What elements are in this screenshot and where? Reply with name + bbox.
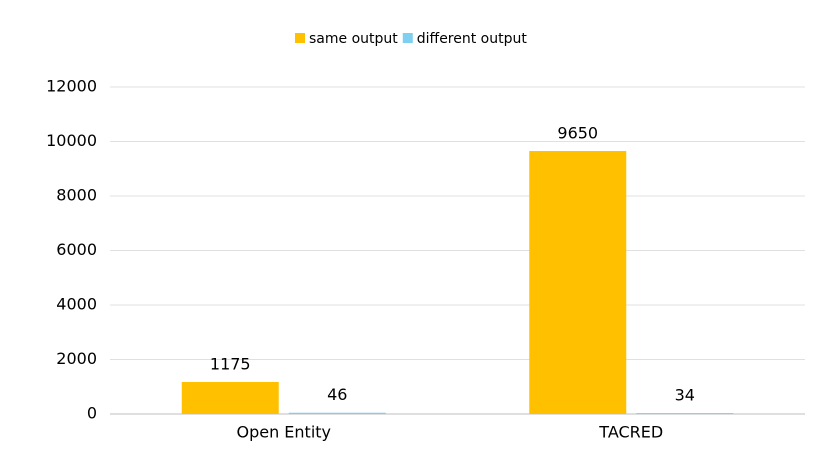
legend-label: different output xyxy=(417,31,528,47)
bar xyxy=(636,413,734,415)
legend-swatch xyxy=(295,33,305,43)
legend-label: same output xyxy=(309,31,398,47)
y-tick-label: 6000 xyxy=(56,240,97,259)
y-tick-label: 4000 xyxy=(56,295,97,314)
data-label: 1175 xyxy=(210,354,251,373)
x-tick-label: Open Entity xyxy=(236,423,331,442)
bar xyxy=(181,381,279,414)
x-tick-label: TACRED xyxy=(598,423,663,442)
y-tick-label: 2000 xyxy=(56,349,97,368)
y-tick-label: 10000 xyxy=(46,131,97,150)
data-label: 34 xyxy=(675,386,695,405)
bar xyxy=(529,151,627,414)
data-label: 46 xyxy=(327,385,347,404)
bar xyxy=(288,412,386,414)
legend: same output different output xyxy=(295,31,527,47)
y-tick-label: 0 xyxy=(87,404,97,423)
data-label: 9650 xyxy=(557,124,598,143)
legend-swatch xyxy=(402,33,413,43)
y-tick-label: 8000 xyxy=(56,186,97,205)
y-tick-label: 12000 xyxy=(46,77,97,96)
